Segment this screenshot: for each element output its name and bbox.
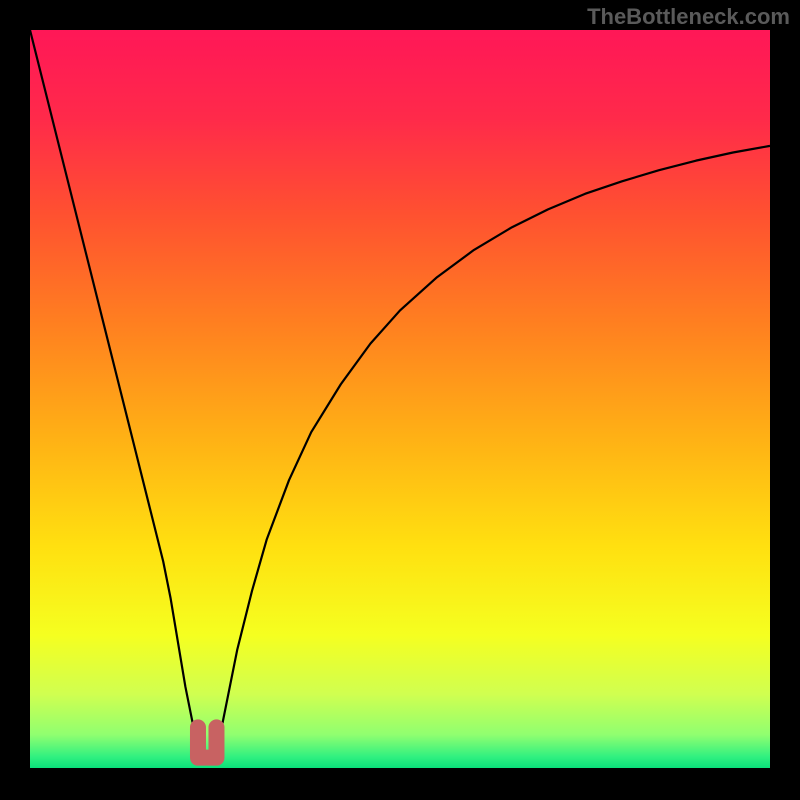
bottleneck-chart	[0, 0, 800, 800]
chart-svg	[0, 0, 800, 800]
watermark-text: TheBottleneck.com	[587, 4, 790, 30]
plot-background	[30, 30, 770, 768]
